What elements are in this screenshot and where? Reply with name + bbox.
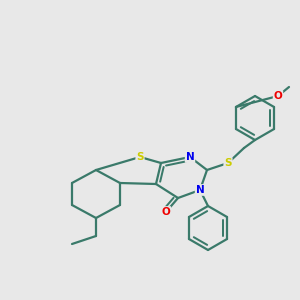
Text: N: N <box>186 152 194 162</box>
Text: S: S <box>224 158 232 168</box>
Text: O: O <box>274 91 282 101</box>
Text: S: S <box>136 152 144 162</box>
Text: N: N <box>196 185 204 195</box>
Text: O: O <box>162 207 170 217</box>
